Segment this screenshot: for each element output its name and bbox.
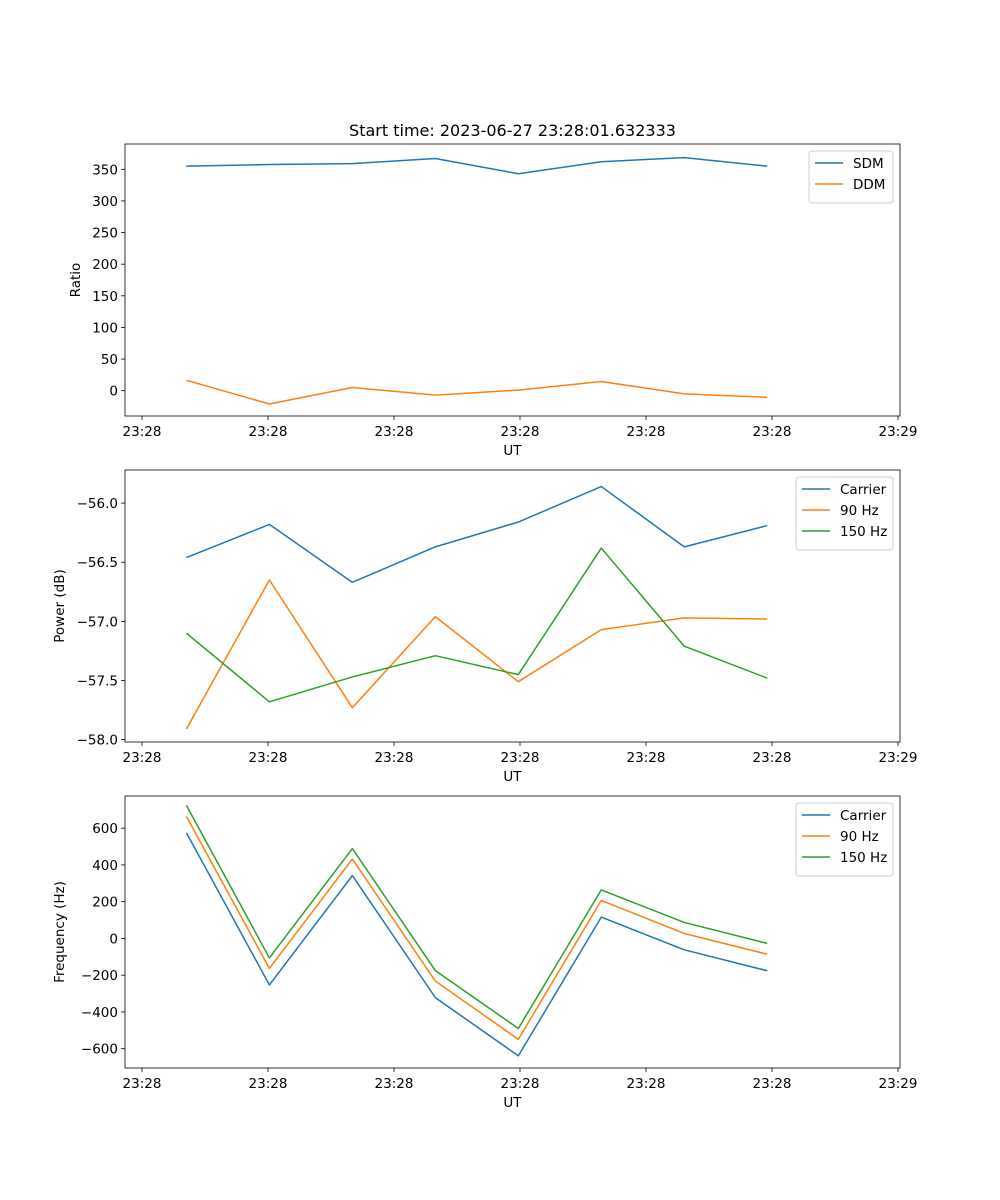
- y-tick-label: −56.5: [77, 555, 118, 571]
- y-tick-label: −58.0: [77, 733, 118, 749]
- series-line-90-hz: [185, 579, 768, 730]
- y-tick-label: −56.0: [77, 496, 118, 512]
- x-tick-label: 23:28: [249, 750, 288, 766]
- x-tick-label: 23:28: [753, 1076, 792, 1092]
- x-tick-label: 23:28: [123, 1076, 162, 1092]
- x-tick-label: 23:28: [501, 424, 540, 440]
- y-tick-label: 0: [109, 384, 118, 400]
- y-tick-label: −400: [81, 1005, 118, 1021]
- plot-frame: [124, 143, 901, 417]
- y-tick-label: 300: [92, 194, 118, 210]
- x-tick-label: 23:28: [627, 424, 666, 440]
- series-line-150-hz: [185, 805, 768, 1030]
- chart-panel-2: 23:28 23:28 23:28 23:28 23:28 23:28 23:29 −58.0…: [52, 469, 918, 785]
- y-tick-label: 0: [109, 931, 118, 947]
- x-tick-label: 23:28: [501, 1076, 540, 1092]
- y-axis-label: Ratio: [68, 263, 84, 298]
- y-tick-label: 50: [101, 352, 118, 368]
- series-line-carrier: [186, 485, 768, 584]
- x-tick-label: 23:28: [123, 424, 162, 440]
- x-tick-label: 23:28: [123, 750, 162, 766]
- legend-label: 150 Hz: [840, 524, 887, 540]
- y-tick-label: 150: [92, 289, 118, 305]
- legend: Carrier 90 Hz 150 Hz: [795, 476, 894, 551]
- y-tick-label: −200: [81, 968, 118, 984]
- legend-label: 90 Hz: [840, 829, 879, 845]
- series-line-sdm: [186, 156, 768, 175]
- series-line-150-hz: [185, 547, 768, 703]
- series-line-carrier: [185, 832, 768, 1057]
- figure-title: Start time: 2023-06-27 23:28:01.632333: [349, 121, 676, 140]
- x-tick-label: 23:28: [375, 424, 414, 440]
- y-tick-label: −600: [81, 1042, 118, 1058]
- y-tick-label: 200: [92, 257, 118, 273]
- y-axis-label: Frequency (Hz): [52, 881, 68, 983]
- y-tick-label: 100: [92, 320, 118, 336]
- legend-label: DDM: [853, 177, 885, 193]
- x-tick-label: 23:28: [627, 750, 666, 766]
- x-tick-label: 23:28: [753, 424, 792, 440]
- x-axis-label: UT: [503, 443, 522, 459]
- legend-label: Carrier: [840, 482, 887, 498]
- x-tick-label: 23:28: [249, 424, 288, 440]
- x-tick-label: 23:28: [501, 750, 540, 766]
- legend: SDM DDM: [808, 150, 894, 204]
- y-tick-label: 250: [92, 226, 118, 242]
- x-tick-label: 23:28: [375, 750, 414, 766]
- y-tick-label: −57.5: [77, 674, 118, 690]
- x-tick-label: 23:29: [879, 750, 918, 766]
- y-axis-label: Power (dB): [52, 569, 68, 642]
- x-tick-label: 23:29: [879, 424, 918, 440]
- legend-box: [808, 150, 894, 204]
- series-line-ddm: [186, 379, 768, 405]
- y-tick-label: 400: [92, 858, 118, 874]
- plot-frame: [124, 469, 901, 743]
- y-tick-label: 350: [92, 162, 118, 178]
- plot-frame: [124, 795, 901, 1069]
- x-axis-label: UT: [503, 769, 522, 785]
- legend-label: SDM: [853, 156, 884, 172]
- y-tick-label: 600: [92, 821, 118, 837]
- legend-label: Carrier: [840, 808, 887, 824]
- series-line-90-hz: [185, 816, 768, 1041]
- x-tick-label: 23:28: [627, 1076, 666, 1092]
- y-tick-label: −57.0: [77, 614, 118, 630]
- x-axis-label: UT: [503, 1095, 522, 1111]
- x-tick-label: 23:29: [879, 1076, 918, 1092]
- y-tick-label: 200: [92, 895, 118, 911]
- legend-label: 90 Hz: [840, 503, 879, 519]
- x-tick-label: 23:28: [753, 750, 792, 766]
- x-tick-label: 23:28: [375, 1076, 414, 1092]
- x-tick-label: 23:28: [249, 1076, 288, 1092]
- chart-panel-3: 23:28 23:28 23:28 23:28 23:28 23:28 23:29 −600 −…: [52, 795, 918, 1111]
- chart-panel-1: 23:28 23:28 23:28 23:28 23:28 23:28 23:29 0 50 10…: [68, 143, 918, 459]
- legend: Carrier 90 Hz 150 Hz: [795, 802, 894, 877]
- legend-label: 150 Hz: [840, 850, 887, 866]
